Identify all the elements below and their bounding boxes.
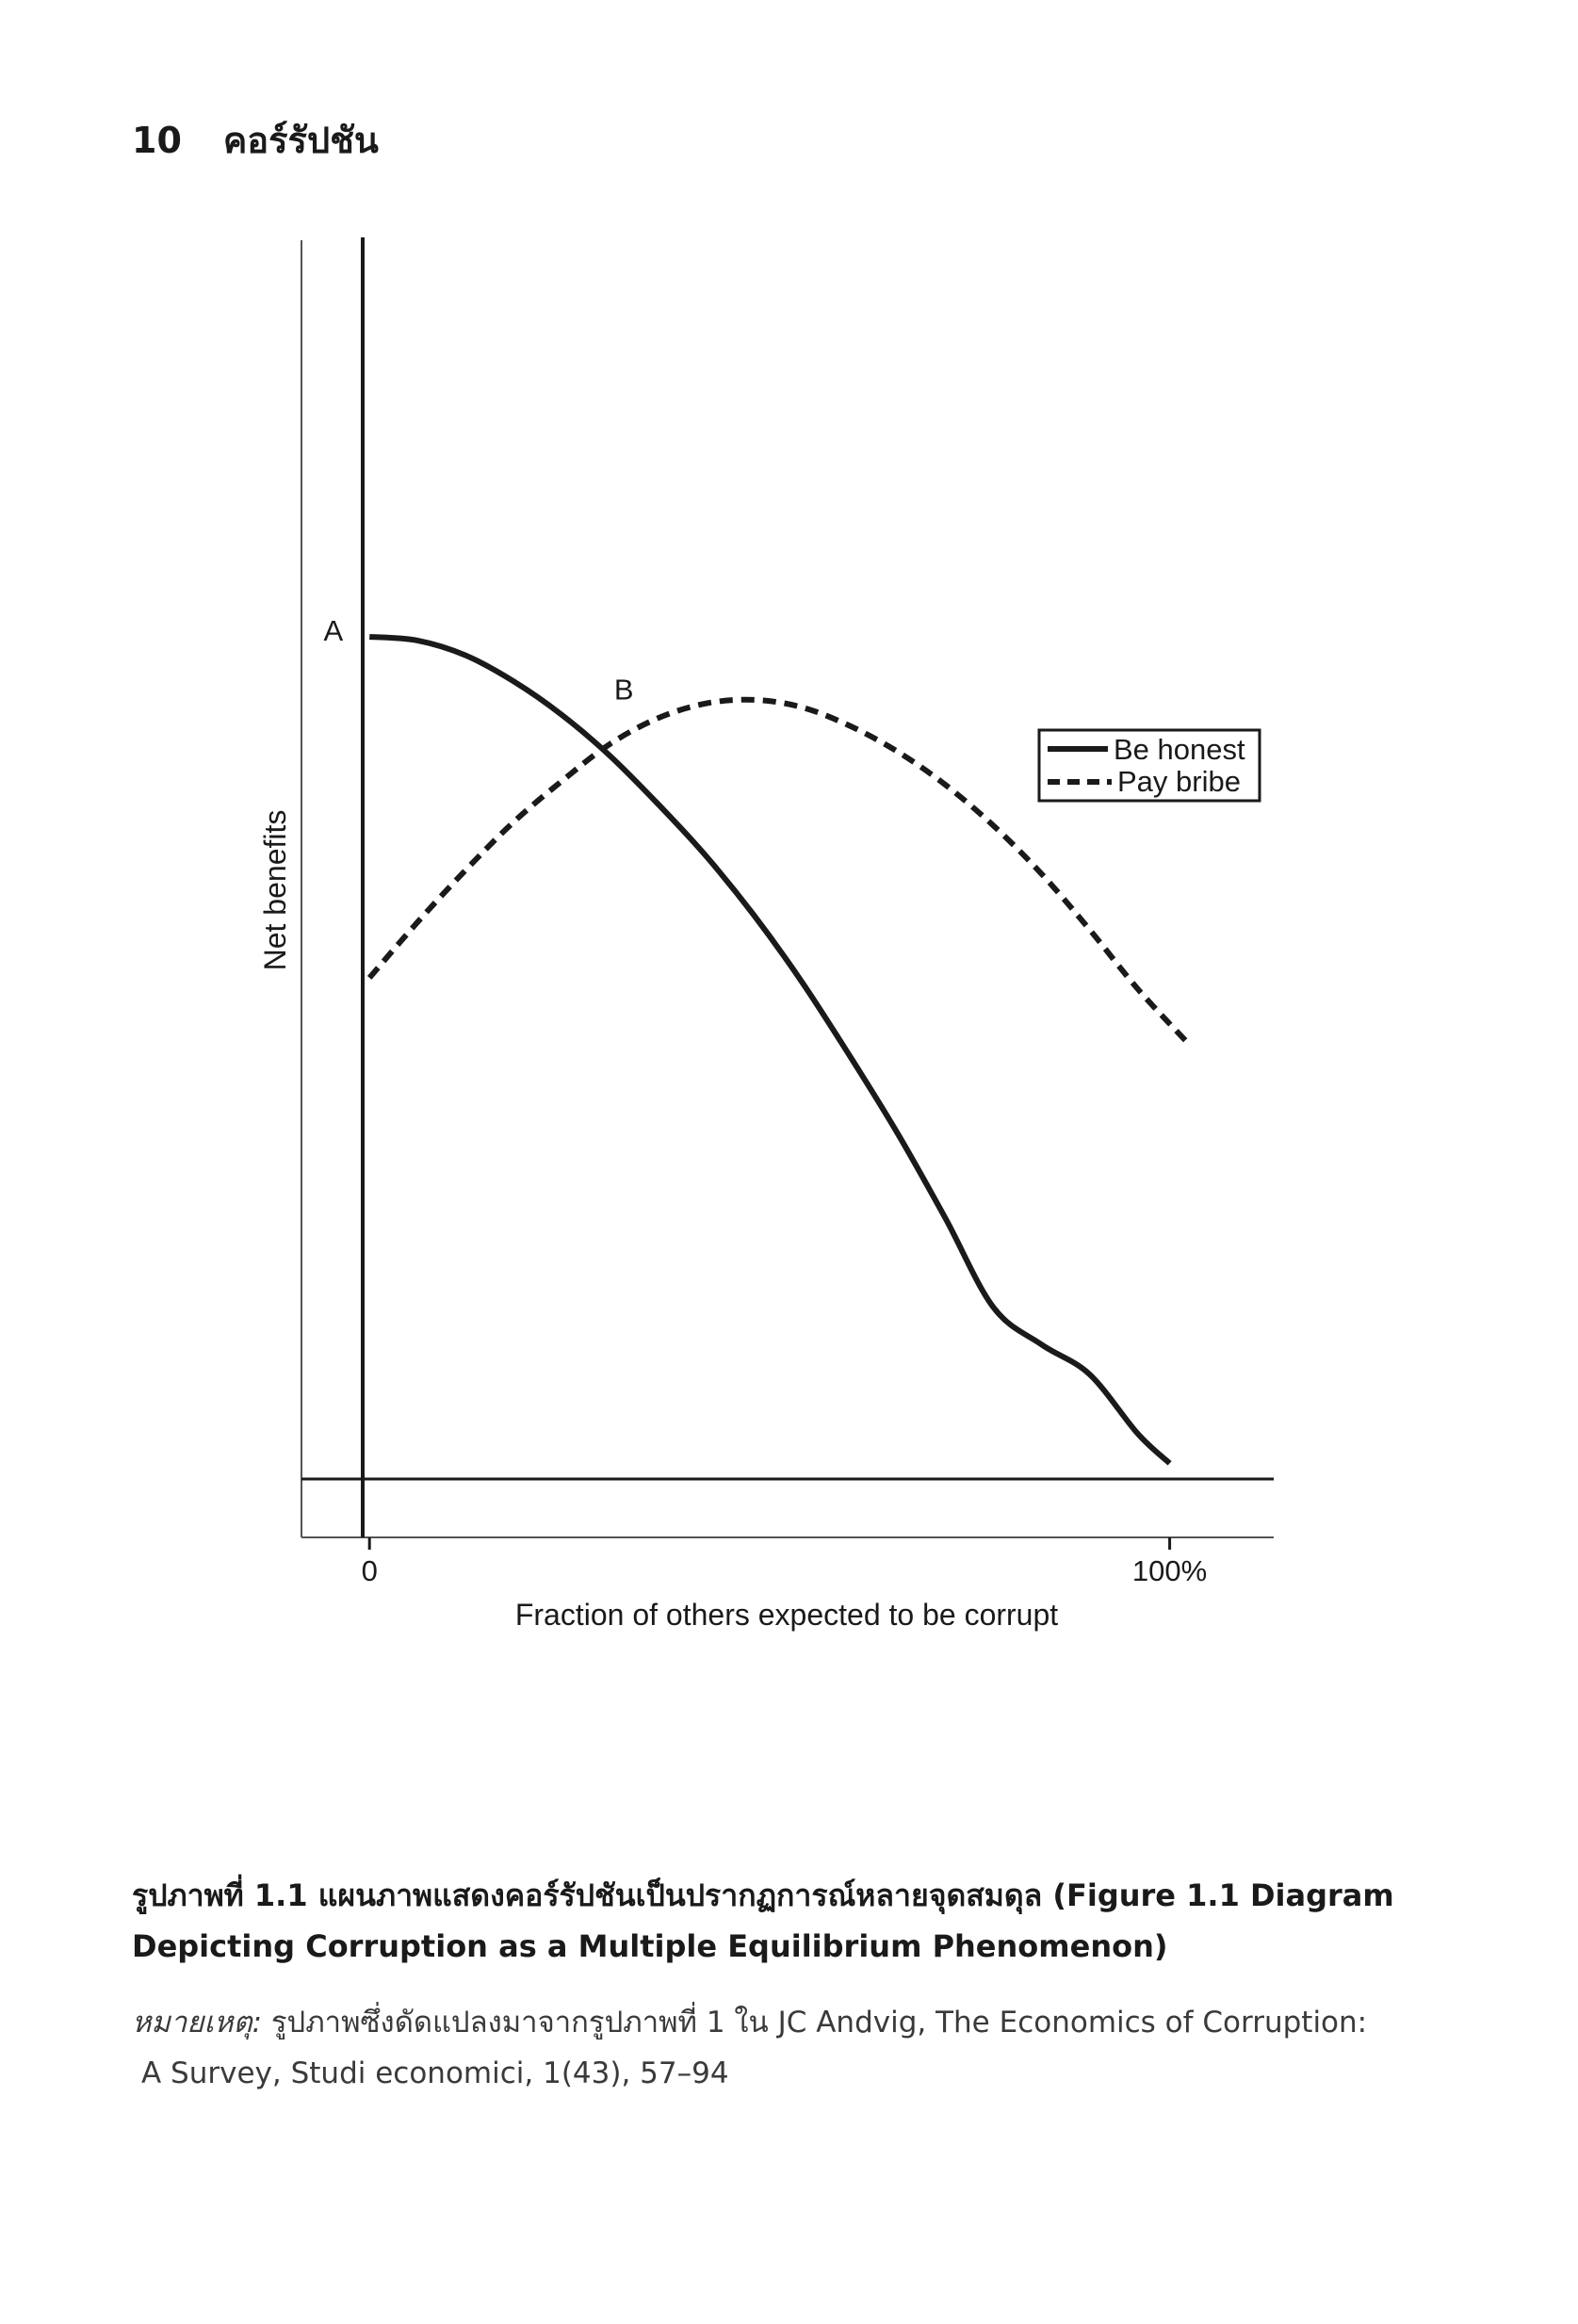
note-line2: A Survey, Studi economici, 1(43), 57–94 bbox=[141, 2056, 729, 2090]
figure-note: หมายเหตุ: รูปภาพซึ่งดัดแปลงมาจากรูปภาพที… bbox=[132, 1997, 1404, 2099]
page-number: 10 bbox=[132, 120, 182, 161]
running-title: คอร์รัปชัน bbox=[222, 120, 379, 161]
legend-box bbox=[1037, 728, 1261, 803]
x-axis-label: Fraction of others expected to be corrup… bbox=[515, 1598, 1058, 1632]
legend: Be honest Pay bribe bbox=[1037, 728, 1261, 803]
y-axis-label: Net benefits bbox=[258, 810, 292, 971]
annotation-point-b: B bbox=[614, 673, 634, 706]
series-line-pay-bribe bbox=[366, 696, 1188, 1043]
figure-caption: รูปภาพที่ 1.1 แผนภาพแสดงคอร์รัปชันเป็นปร… bbox=[132, 1877, 1394, 1964]
legend-label-pay-bribe: Pay bribe bbox=[1117, 765, 1241, 798]
legend-label-be-honest: Be honest bbox=[1114, 733, 1245, 766]
x-tick-label: 0 bbox=[362, 1554, 378, 1587]
annotation-point-a: A bbox=[324, 614, 344, 647]
x-tick-label: 100% bbox=[1132, 1554, 1207, 1587]
series-line-be-honest bbox=[368, 634, 1172, 1466]
note-label: หมายเหตุ: bbox=[132, 2006, 263, 2040]
running-head: 10 คอร์รัปชัน bbox=[132, 111, 379, 169]
note-line1: รูปภาพซึ่งดัดแปลงมาจากรูปภาพที่ 1 ใน JC … bbox=[270, 2006, 1368, 2040]
